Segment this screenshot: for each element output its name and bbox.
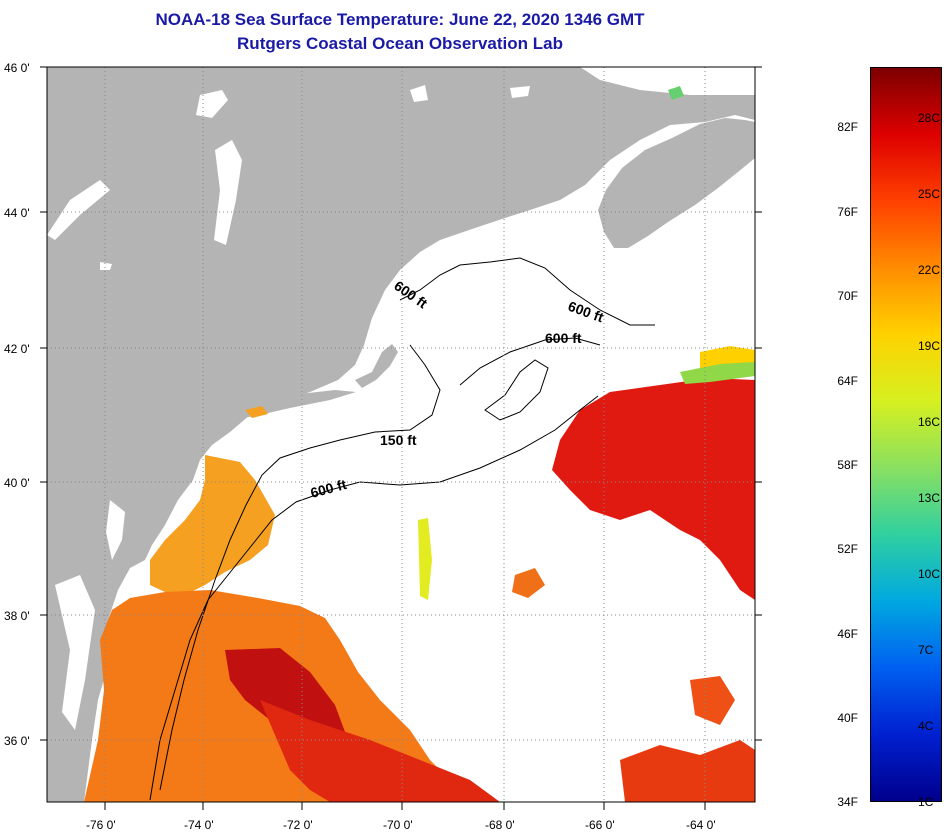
contour-150ft-shelf [159, 344, 441, 791]
graticule [47, 67, 755, 802]
land-mainland [47, 67, 755, 802]
axis-ticks [40, 66, 762, 810]
sst-gulf-stream-band [260, 700, 500, 802]
land-cape-cod [355, 344, 398, 388]
colorbar-f-52: 52F [837, 542, 858, 556]
colorbar-c-16: 16C [918, 415, 941, 429]
map-frame [46, 66, 756, 803]
sst-southeast-patch [620, 740, 755, 802]
colorbar-f-76: 76F [837, 205, 858, 219]
colorbar-c-10: 10C [918, 567, 941, 581]
lon-label-66: -66 0' [585, 818, 615, 832]
lat-label-40: 40 0' [4, 476, 30, 490]
sst-ny-bight-patch [245, 406, 268, 418]
lat-label-36: 36 0' [4, 734, 30, 748]
lat-label-46: 46 0' [4, 61, 30, 75]
lon-label-76: -76 0' [86, 818, 116, 832]
sst-scatter-green [668, 86, 684, 100]
contour-label-4: 150 ft [380, 432, 417, 448]
colorbar-c-7: 7C [918, 643, 934, 657]
colorbar-c-4: 4C [918, 719, 934, 733]
contour-gulf-of-maine [399, 257, 655, 421]
sst-yellow-green [680, 362, 755, 384]
colorbar-c-19: 19C [918, 339, 941, 353]
inland-water [47, 85, 530, 730]
lon-label-70: -70 0' [383, 818, 413, 832]
colorbar-f-46: 46F [837, 627, 858, 641]
colorbar-f-58: 58F [837, 458, 858, 472]
contour-600ft-shelf-break [149, 395, 599, 801]
colorbar-f-64: 64F [837, 374, 858, 388]
contour-label-3: 600 ft [545, 330, 582, 346]
colorbar-c-1: 1C [918, 795, 934, 809]
lat-label-38: 38 0' [4, 609, 30, 623]
map-subtitle: Rutgers Coastal Ocean Observation Lab [237, 34, 563, 53]
sst-east-scatter [690, 676, 735, 725]
lat-label-42: 42 0' [4, 342, 30, 356]
land-nova-scotia [598, 118, 755, 248]
colorbar-c-28: 28C [918, 111, 941, 125]
lon-label-72: -72 0' [283, 818, 313, 832]
colorbar-f-82: 82F [837, 120, 858, 134]
sst-offshore-east [552, 378, 755, 600]
sst-mid-scatter [512, 568, 545, 598]
lon-label-74: -74 0' [184, 818, 214, 832]
sst-nj-shelf [150, 455, 275, 595]
colorbar-f-70: 70F [837, 289, 858, 303]
lat-label-44: 44 0' [4, 206, 30, 220]
temperature-colorbar [870, 67, 942, 802]
map-title: NOAA-18 Sea Surface Temperature: June 22… [155, 10, 645, 29]
colorbar-c-25: 25C [918, 187, 941, 201]
colorbar-c-13: 13C [918, 491, 941, 505]
colorbar-f-40: 40F [837, 711, 858, 725]
sst-yellow-patch [418, 518, 432, 600]
lon-label-64: -64 0' [686, 818, 716, 832]
colorbar-f-34: 34F [837, 795, 858, 809]
lon-label-68: -68 0' [485, 818, 515, 832]
colorbar-c-22: 22C [918, 263, 941, 277]
